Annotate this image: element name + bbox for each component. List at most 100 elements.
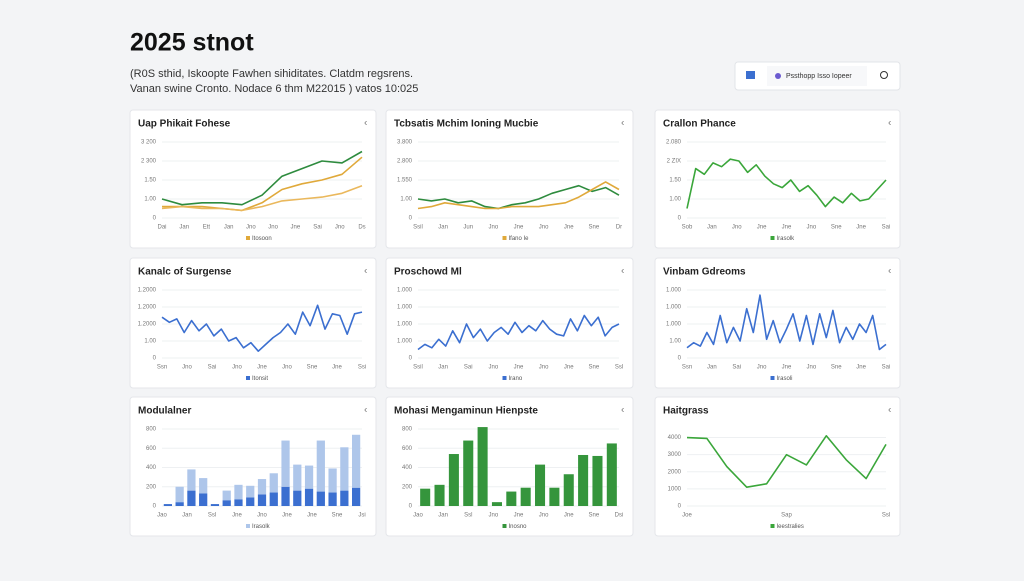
x-tick-label: Ssn	[682, 365, 692, 371]
x-tick-label: Ssl	[882, 513, 890, 519]
bar	[269, 492, 278, 506]
y-tick-label: 1.00	[144, 339, 156, 345]
y-tick-label: 800	[402, 427, 413, 433]
search-icon[interactable]	[880, 71, 888, 79]
x-tick-label: Ds	[358, 225, 365, 231]
legend-label: Irano	[509, 376, 523, 382]
bar	[293, 490, 302, 506]
collapse-icon[interactable]: ‹	[888, 405, 891, 416]
collapse-icon[interactable]: ‹	[621, 266, 624, 277]
bar	[434, 484, 445, 506]
bar	[328, 492, 337, 506]
x-tick-label: Ssl	[464, 513, 472, 519]
bar	[175, 486, 184, 503]
x-tick-label: Jne	[782, 365, 792, 371]
panel-title: Proschowd Ml	[394, 267, 462, 278]
collapse-icon[interactable]: ‹	[364, 405, 367, 416]
bar	[234, 499, 243, 506]
x-tick-label: Jno	[489, 365, 499, 371]
y-tick-label: 1.000	[666, 305, 682, 311]
x-tick-label: Jno	[807, 225, 817, 231]
bar	[304, 488, 314, 506]
bar	[199, 478, 208, 494]
collapse-icon[interactable]: ‹	[888, 118, 891, 129]
x-tick-label: Jne	[232, 513, 242, 519]
panel	[129, 109, 377, 249]
bar	[420, 488, 431, 506]
x-tick-label: Ett	[203, 225, 211, 231]
panel-title: Haitgrass	[663, 406, 709, 417]
x-tick-label: Jan	[438, 225, 448, 231]
legend-swatch	[246, 376, 250, 380]
x-tick-label: Jno	[489, 513, 499, 519]
y-tick-label: 400	[402, 465, 413, 471]
bar	[520, 487, 531, 506]
legend-swatch	[502, 524, 507, 528]
x-tick-label: Jne	[514, 365, 524, 371]
y-tick-label: 1000	[668, 486, 682, 492]
subtitle: (R0S sthid, Iskoopte Fawhen sihiditates.…	[130, 68, 413, 80]
x-tick-label: Jno	[539, 225, 549, 231]
y-tick-label: 1.000	[397, 322, 413, 328]
x-tick-label: Jno	[807, 365, 817, 371]
bar	[269, 473, 278, 493]
legend-label: Inosno	[509, 524, 528, 530]
x-tick-label: Jan	[438, 365, 448, 371]
y-tick-label: 1.00	[144, 197, 156, 203]
x-tick-label: Jno	[232, 365, 242, 371]
collapse-icon[interactable]: ‹	[364, 266, 367, 277]
x-tick-label: Jno	[282, 365, 292, 371]
x-tick-label: Jne	[282, 513, 292, 519]
x-tick-label: Sne	[307, 365, 318, 371]
x-tick-label: Ssl	[615, 365, 623, 371]
filter[interactable]	[767, 66, 867, 86]
bar	[535, 464, 546, 506]
bar	[246, 497, 255, 506]
menu-icon[interactable]	[746, 71, 755, 79]
y-tick-label: 1.50	[144, 178, 156, 184]
y-tick-label: 2.800	[397, 159, 413, 165]
x-tick-label: Sne	[831, 365, 842, 371]
y-tick-label: 1.000	[397, 288, 413, 294]
collapse-icon[interactable]: ‹	[364, 118, 367, 129]
x-tick-label: Sne	[589, 513, 600, 519]
line-series	[161, 184, 363, 212]
panel-title: Mohasi Mengaminun Hienpste	[394, 406, 538, 417]
y-tick-label: 2 300	[141, 159, 157, 165]
page-title: 2025 stnot	[130, 29, 254, 57]
x-tick-label: Ssl	[208, 513, 216, 519]
y-tick-label: 1.00	[400, 197, 412, 203]
x-tick-label: Sai	[882, 225, 891, 231]
x-tick-label: Sne	[589, 225, 600, 231]
legend-swatch	[502, 236, 507, 240]
y-tick-label: 0	[678, 504, 682, 510]
line-series	[686, 294, 887, 351]
legend-label: Irasolk	[777, 236, 796, 242]
bar	[293, 464, 302, 491]
y-tick-label: 400	[146, 465, 157, 471]
bar	[163, 504, 172, 506]
y-tick-label: 2.080	[666, 140, 682, 146]
collapse-icon[interactable]: ‹	[621, 118, 624, 129]
y-tick-label: 2 ZIX	[667, 159, 681, 165]
line-series	[417, 181, 620, 210]
y-tick-label: 200	[146, 484, 157, 490]
legend-swatch	[502, 376, 507, 380]
x-tick-label: Dai	[157, 225, 166, 231]
collapse-icon[interactable]: ‹	[621, 405, 624, 416]
y-tick-label: 1.2000	[138, 322, 157, 328]
y-tick-label: 1.50	[669, 178, 681, 184]
legend-label: Irasolk	[252, 524, 271, 530]
collapse-icon[interactable]: ‹	[888, 266, 891, 277]
y-tick-label: 0	[153, 216, 157, 222]
y-tick-label: 1.000	[397, 339, 413, 345]
legend-label: Ifano Ie	[509, 236, 530, 242]
x-tick-label: Jao	[413, 513, 423, 519]
bar	[234, 484, 243, 500]
subtitle: Vanan swine Cronto. Nodace 6 thm M22015 …	[130, 83, 418, 95]
x-tick-label: Ssn	[157, 365, 167, 371]
x-tick-label: Sob	[682, 225, 693, 231]
x-tick-label: Jan	[438, 513, 448, 519]
bar	[463, 440, 474, 506]
panel-title: Uap Phikait Fohese	[138, 119, 231, 130]
